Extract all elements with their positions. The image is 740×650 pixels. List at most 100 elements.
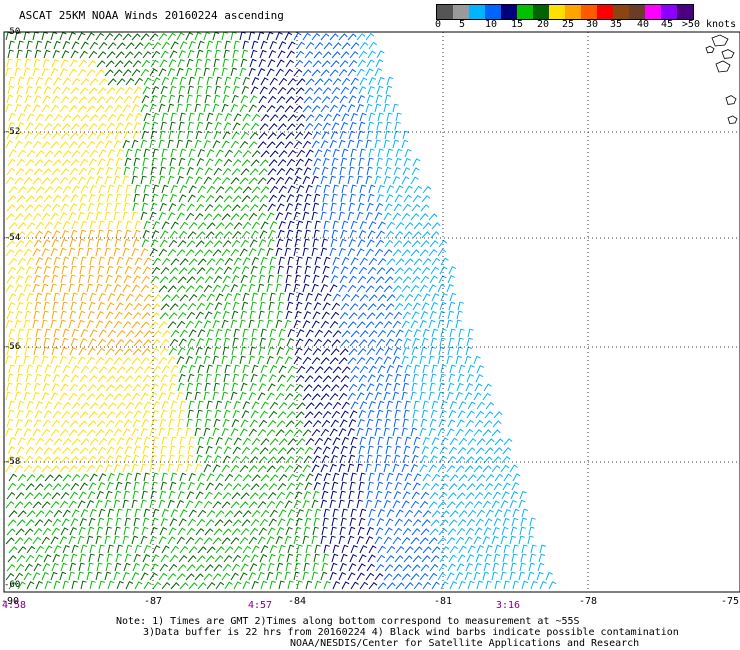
wind-barb [224,364,231,374]
wind-barb [23,213,33,221]
wind-barb [257,571,265,581]
wind-barb [197,473,206,482]
wind-barb [296,365,306,374]
wind-barb [285,383,295,392]
wind-barb [429,240,439,248]
wind-barb [97,51,107,59]
wind-barb [51,562,59,572]
wind-barb [123,490,130,500]
wind-barb [330,95,340,104]
wind-barb [403,555,413,563]
wind-barb [53,545,62,554]
wind-barb [80,580,87,590]
wind-barb [356,535,364,545]
wind-barb [188,364,196,374]
wind-barb [23,104,32,113]
wind-barb [223,122,232,131]
wind-barb [241,266,250,275]
wind-barb [240,419,249,428]
wind-barb [14,537,24,545]
wind-barb [25,301,33,311]
wind-barb [249,274,257,284]
wind-barb [107,544,114,554]
wind-barb [286,265,293,275]
wind-barb [51,310,58,320]
wind-barb [107,472,115,482]
wind-barb [17,222,27,230]
wind-barb [151,554,160,563]
wind-barb [215,222,225,230]
wind-barb [116,42,126,50]
wind-barb [410,320,419,329]
wind-barb [377,545,386,554]
wind-barb [115,481,123,491]
wind-barb [88,411,98,419]
wind-barb [32,104,41,113]
wind-barb [483,456,493,464]
wind-barb [113,393,123,401]
wind-barb [69,167,79,176]
wind-barb [484,447,494,455]
wind-barb [134,77,143,86]
wind-barb [240,346,247,356]
wind-barb [131,572,140,581]
wind-barb [257,392,266,401]
wind-barb [43,447,53,455]
wind-barb [241,230,251,239]
wind-barb [304,517,312,527]
wind-barb [79,265,86,275]
wind-barb [448,301,456,311]
wind-barb [239,283,247,293]
wind-barb [187,445,195,455]
wind-barb [278,438,288,446]
wind-barb [277,158,287,167]
lon-tick-label: -87 [143,596,163,607]
wind-barb [160,374,169,383]
wind-barb [133,51,143,59]
wind-barb [305,41,315,50]
wind-barb [383,536,392,545]
wind-barb [35,474,45,482]
wind-barb [115,51,125,59]
wind-barb [257,355,265,365]
wind-barb [230,319,238,329]
wind-barb [98,544,105,554]
wind-barb [5,464,14,473]
wind-barb [249,382,257,392]
wind-barb [105,96,115,104]
wind-barb [24,492,34,500]
wind-barb [178,518,187,527]
wind-barb [377,400,385,410]
wind-barb [278,328,286,338]
wind-barb [115,122,124,131]
wind-barb [87,310,95,320]
wind-barb [114,562,122,572]
wind-barb [447,382,455,392]
wind-barb [32,319,39,329]
wind-barb [194,139,202,149]
land-outline [705,45,715,54]
wind-barb [98,508,106,518]
wind-barb [258,239,267,248]
wind-barb [15,204,25,212]
wind-barb [483,383,492,392]
wind-barb [131,499,138,509]
wind-barb [296,544,303,554]
wind-barb [114,384,124,392]
wind-barb [196,121,204,131]
wind-barb [233,222,243,230]
wind-barb [330,454,338,464]
wind-barb [257,428,267,437]
wind-barb [267,419,277,428]
wind-barb [403,302,412,311]
wind-barb [34,554,43,563]
wind-barb [242,545,251,554]
wind-barb [330,526,337,536]
wind-barb [14,501,24,509]
wind-barb [141,59,151,68]
wind-barb [366,418,374,428]
wind-barb [287,149,297,158]
wind-barb [107,113,117,122]
wind-barb [70,337,78,347]
wind-barb [232,49,239,59]
